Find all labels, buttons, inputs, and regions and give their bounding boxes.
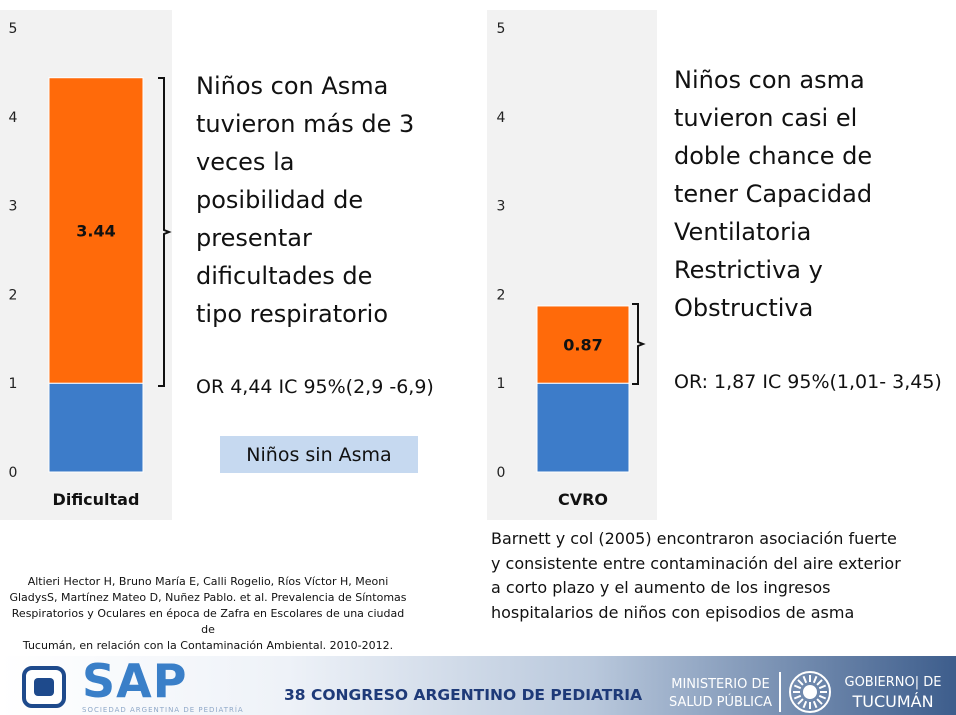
bar-segment [48, 382, 144, 473]
sap-emblem-icon [22, 666, 66, 708]
gobierno-line: TUCUMÁN [852, 692, 934, 711]
bracket-1 [158, 77, 172, 387]
panel1-line: veces la [196, 148, 295, 176]
y-tick-label: 1 [9, 376, 18, 392]
ministerio-logo-text: MINISTERIO DE SALUD PÚBLICA [668, 676, 773, 712]
y-tick-label: 4 [9, 110, 18, 126]
panel2-line: tener Capacidad [674, 180, 873, 208]
data-label: 3.44 [76, 221, 115, 240]
panel1-or: OR 4,44 IC 95%(2,9 -6,9) [196, 376, 434, 398]
x-tick-label: CVRO [558, 490, 608, 509]
ministerio-line: SALUD PÚBLICA [669, 695, 772, 710]
footer-banner: SAP SOCIEDAD ARGENTINA DE PEDIATRÍA 38 C… [0, 654, 956, 715]
reference-line: Respiratorios y Oculares en época de Zaf… [11, 607, 405, 636]
y-tick-label: 3 [9, 199, 18, 215]
congreso-title: 38 CONGRESO ARGENTINO DE PEDIATRIA [284, 686, 643, 704]
gobierno-logo-text: GOBIERNO| DE TUCUMÁN [838, 674, 948, 712]
bar-segment [48, 77, 144, 384]
panel2-line: Niños con asma [674, 66, 865, 94]
y-tick-label: 1 [497, 376, 506, 392]
y-tick-label: 2 [497, 287, 506, 303]
ministerio-line: MINISTERIO DE [671, 677, 770, 692]
barnett-line: Barnett y col (2005) encontraron asociac… [491, 529, 897, 548]
data-label: 0.87 [563, 336, 602, 355]
panel2-line: Ventilatoria [674, 218, 812, 246]
panel2-line: tuvieron casi el [674, 104, 858, 132]
sap-subtitle: SOCIEDAD ARGENTINA DE PEDIATRÍA [82, 706, 244, 714]
panel1-line: posibilidad de [196, 186, 364, 214]
panel1-line: tipo respiratorio [196, 300, 389, 328]
legend-ninos-sin-asma: Niños sin Asma [220, 436, 418, 473]
y-tick-label: 5 [9, 21, 18, 37]
panel2-or: OR: 1,87 IC 95%(1,01- 3,45) [674, 371, 942, 393]
y-tick-label: 5 [497, 21, 506, 37]
y-tick-label: 4 [497, 110, 506, 126]
chart-dificultad: 0 1 2 3 4 5 3.44 Dificultad [0, 10, 172, 520]
panel2-line: Obstructiva [674, 294, 814, 322]
y-tick-label: 2 [9, 287, 18, 303]
y-tick-label: 0 [9, 465, 18, 481]
reference-line: GladysS, Martínez Mateo D, Nuñez Pablo. … [9, 591, 407, 604]
x-tick-label: Dificultad [53, 490, 140, 509]
y-tick-label: 0 [497, 465, 506, 481]
legend-label: Niños sin Asma [246, 443, 392, 466]
panel2-text: Niños con asma tuvieron casi el doble ch… [674, 61, 872, 327]
barnett-paragraph: Barnett y col (2005) encontraron asociac… [491, 527, 953, 625]
y-tick-label: 3 [497, 199, 506, 215]
gobierno-line: GOBIERNO| DE [844, 675, 942, 690]
panel1-line: presentar [196, 224, 312, 252]
reference-line: Altieri Hector H, Bruno María E, Calli R… [27, 575, 389, 588]
bar-segment [536, 305, 630, 384]
barnett-line: hospitalarios de niños con episodios de … [491, 602, 855, 622]
sun-logo-icon [789, 671, 831, 713]
panel1-text: Niños con Asma tuvieron más de 3 veces l… [196, 67, 414, 333]
reference-citation: Altieri Hector H, Bruno María E, Calli R… [8, 574, 408, 654]
reference-line: Tucumán, en relación con la Contaminació… [22, 639, 394, 652]
panel2-line: doble chance de [674, 142, 873, 170]
bracket-2 [632, 303, 646, 385]
chart-cvro: 0 1 2 3 4 5 0.87 CVRO [487, 10, 657, 520]
panel1-line: dificultades de [196, 262, 373, 290]
footer-divider [779, 672, 781, 712]
barnett-line: y consistente entre contaminación del ai… [491, 553, 901, 573]
panel1-line: tuvieron más de 3 [196, 110, 415, 138]
panel2-line: Restrictiva y [674, 256, 823, 284]
panel1-line: Niños con Asma [196, 72, 389, 100]
sap-logo-text: SAP [82, 654, 188, 708]
bar-segment [536, 382, 630, 473]
barnett-line: a corto plazo y el aumento de los ingres… [491, 578, 831, 597]
